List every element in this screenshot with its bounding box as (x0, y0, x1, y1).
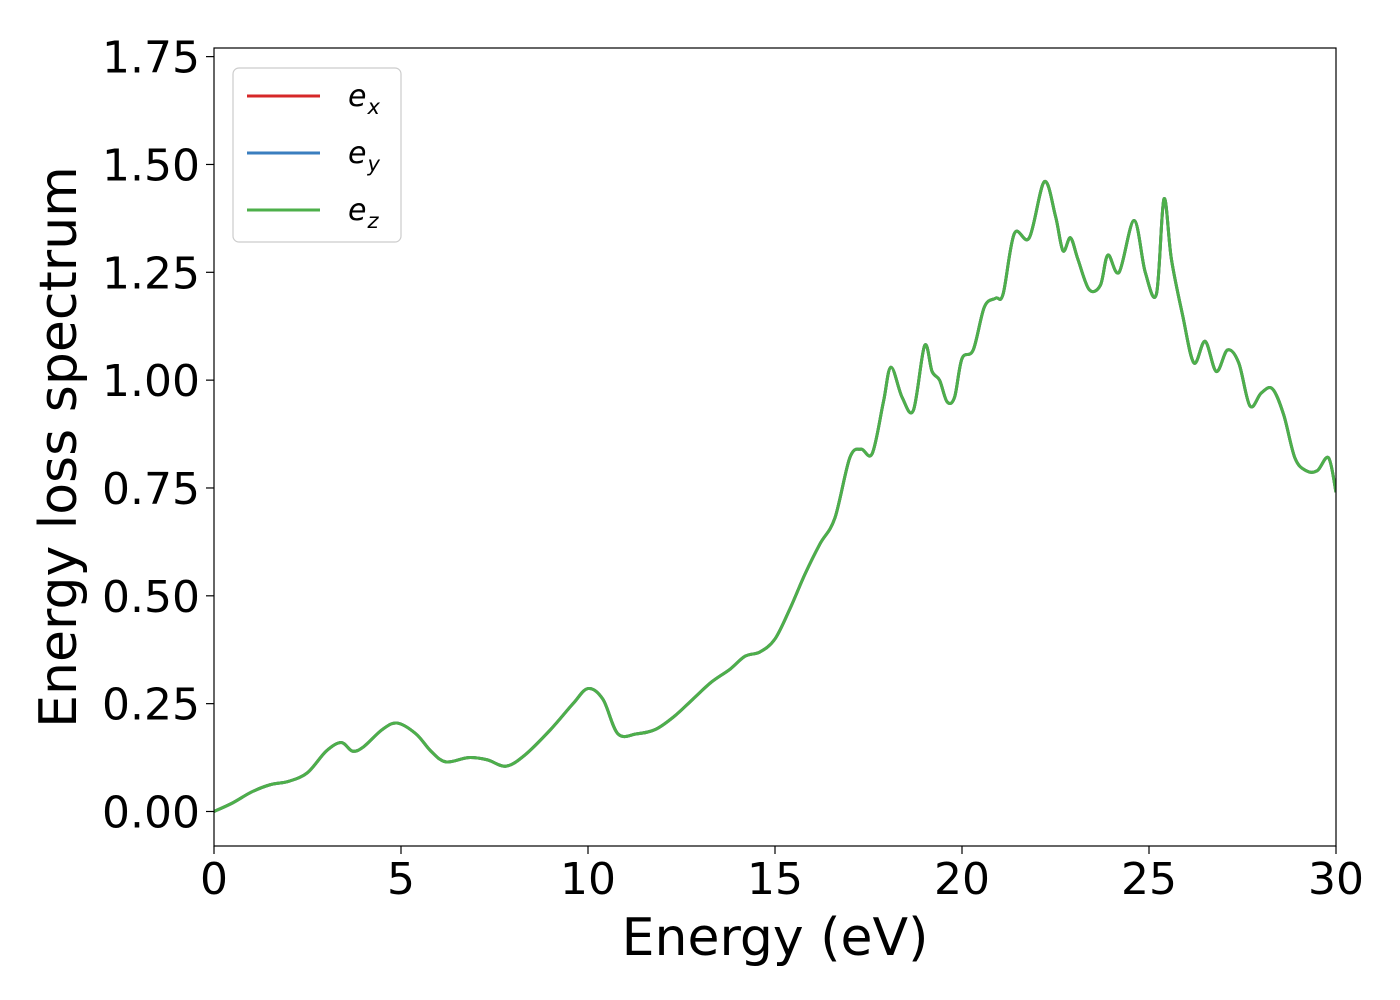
legend: ex ey ez (232, 67, 402, 243)
x-tick-label: 10 (560, 854, 616, 905)
y-tick-label: 0.50 (102, 572, 200, 623)
y-tick-label: 1.75 (102, 33, 200, 84)
y-tick-label: 0.00 (102, 787, 200, 838)
x-tick-label: 25 (1121, 854, 1177, 905)
y-tick-label: 0.25 (102, 680, 200, 731)
x-tick-label: 20 (934, 854, 990, 905)
x-tick-label: 30 (1308, 854, 1364, 905)
x-tick-label: 15 (747, 854, 803, 905)
y-tick-label: 1.25 (102, 248, 200, 299)
y-axis: 0.00 0.25 0.50 0.75 1.00 1.25 1.50 1.75 (102, 33, 214, 838)
y-tick-label: 1.50 (102, 140, 200, 191)
x-tick-label: 5 (387, 854, 415, 905)
x-axis: 0 5 10 15 20 25 30 (200, 846, 1364, 905)
legend-label: ey (348, 136, 380, 176)
y-tick-label: 0.75 (102, 464, 200, 515)
series-line-e-x (214, 180, 1336, 813)
y-tick-label: 1.00 (102, 356, 200, 407)
x-axis-title: Energy (eV) (622, 908, 929, 968)
x-tick-label: 0 (200, 854, 228, 905)
series-line-e-z (214, 180, 1336, 813)
legend-box (232, 67, 402, 243)
series-layer (214, 180, 1336, 813)
series-line-e-y (214, 180, 1336, 813)
legend-label: ex (348, 79, 380, 119)
y-axis-title: Energy loss spectrum (29, 166, 89, 728)
legend-label: ez (348, 193, 379, 233)
